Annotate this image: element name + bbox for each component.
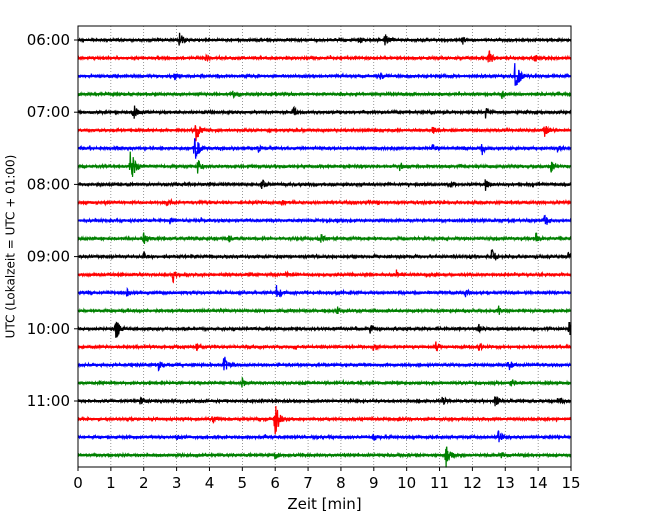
trace-1000 xyxy=(77,321,572,338)
trace-baseline-0715 xyxy=(78,129,571,132)
x-tick-label-12: 12 xyxy=(463,474,482,492)
trace-baseline-0745 xyxy=(78,165,571,168)
x-tick-label-0: 0 xyxy=(73,474,83,492)
y-tick-label-1100: 11:00 xyxy=(27,392,70,410)
trace-0930 xyxy=(77,285,572,298)
trace-baseline-1030 xyxy=(78,363,571,366)
trace-baseline-1130 xyxy=(78,436,571,439)
x-tick-label-15: 15 xyxy=(561,474,580,492)
trace-1115 xyxy=(77,405,572,435)
x-tick-label-5: 5 xyxy=(238,474,248,492)
trace-baseline-1100 xyxy=(78,400,571,402)
trace-0900 xyxy=(77,249,572,262)
y-tick-label-0800: 08:00 xyxy=(27,175,70,193)
x-tick-label-6: 6 xyxy=(270,474,280,492)
trace-layer xyxy=(77,32,572,468)
trace-baseline-1000 xyxy=(78,327,571,330)
plot-frame xyxy=(77,25,572,468)
trace-baseline-0615 xyxy=(78,57,571,60)
trace-0700 xyxy=(77,105,572,119)
trace-baseline-1115 xyxy=(78,418,571,421)
trace-baseline-0800 xyxy=(78,183,571,186)
y-axis-label: UTC (Lokalzeit = UTC + 01:00) xyxy=(4,155,18,339)
x-tick-label-14: 14 xyxy=(529,474,548,492)
trace-baseline-0830 xyxy=(78,219,571,222)
x-tick-label-3: 3 xyxy=(172,474,182,492)
trace-1030 xyxy=(77,356,572,372)
trace-baseline-0630 xyxy=(78,75,571,78)
trace-baseline-0645 xyxy=(78,93,571,96)
y-tick-label-0700: 07:00 xyxy=(27,103,70,121)
x-tick-label-9: 9 xyxy=(369,474,379,492)
trace-0745 xyxy=(77,151,572,177)
trace-baseline-0600 xyxy=(78,39,571,41)
trace-baseline-0930 xyxy=(78,291,571,294)
trace-baseline-1145 xyxy=(78,454,571,457)
trace-baseline-1045 xyxy=(78,381,571,384)
x-tick-label-13: 13 xyxy=(496,474,515,492)
trace-baseline-0700 xyxy=(78,111,571,114)
x-tick-label-8: 8 xyxy=(336,474,346,492)
y-tick-label-0600: 06:00 xyxy=(27,31,70,49)
trace-baseline-0945 xyxy=(78,309,571,312)
trace-baseline-0845 xyxy=(78,237,571,240)
y-tick-label-0900: 09:00 xyxy=(27,248,70,266)
trace-baseline-0730 xyxy=(78,147,571,150)
x-tick-label-4: 4 xyxy=(205,474,215,492)
x-tick-label-11: 11 xyxy=(430,474,449,492)
trace-baseline-0915 xyxy=(78,273,571,276)
trace-baseline-1015 xyxy=(78,345,571,348)
x-tick-label-10: 10 xyxy=(397,474,416,492)
x-tick-label-7: 7 xyxy=(303,474,313,492)
x-axis-label: Zeit [min] xyxy=(287,495,361,513)
trace-0630 xyxy=(77,63,572,86)
x-tick-label-2: 2 xyxy=(139,474,149,492)
trace-0715 xyxy=(77,125,572,142)
axis-layer: 0 1 2 3 4 5 6 7 8 9 10 11 12 13 14 1506:0007:0008:0009:… xyxy=(27,31,581,492)
trace-1145 xyxy=(77,446,572,468)
trace-baseline-0815 xyxy=(78,201,571,204)
x-tick-label-1: 1 xyxy=(106,474,116,492)
trace-0915 xyxy=(77,269,572,284)
trace-0615 xyxy=(77,50,572,63)
trace-baseline-0900 xyxy=(78,255,571,258)
y-tick-label-1000: 10:00 xyxy=(27,320,70,338)
